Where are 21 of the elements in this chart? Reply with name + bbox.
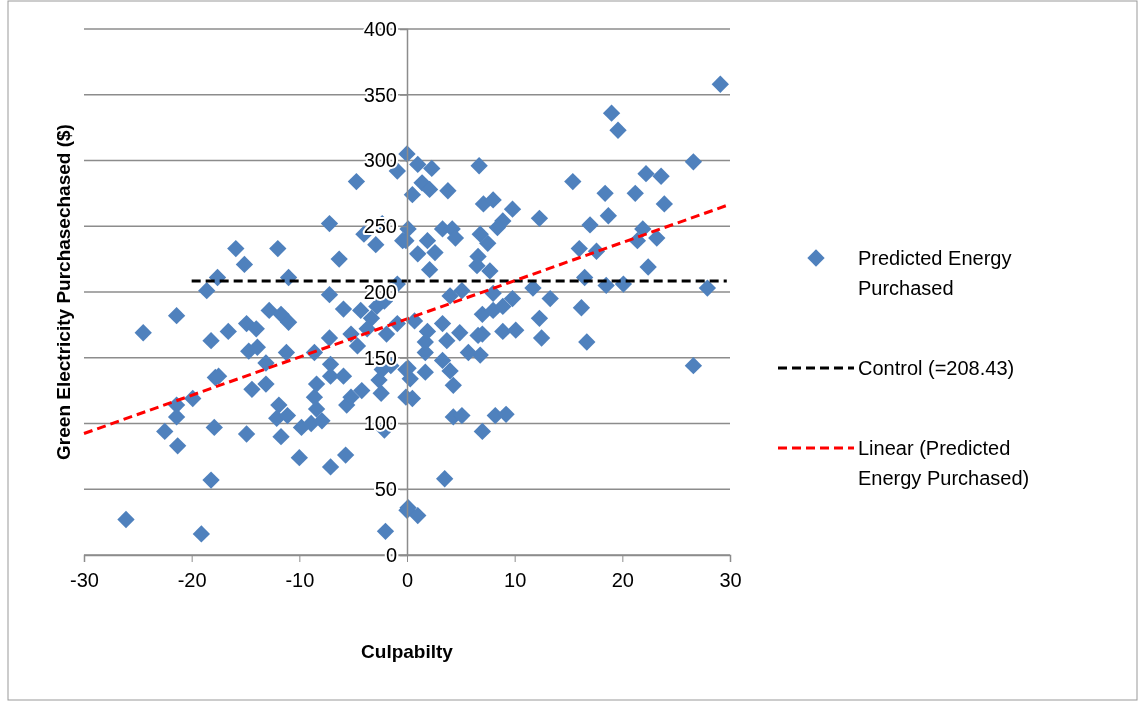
y-axis-title: Green Electricity Purchasechased ($) xyxy=(53,124,74,460)
legend-label: Control (=208.43) xyxy=(858,357,1015,379)
y-tick-label: 50 xyxy=(374,478,397,501)
x-tick-label: -30 xyxy=(70,569,99,591)
x-tick-label: 20 xyxy=(611,569,634,591)
x-axis-title: Culpabilty xyxy=(361,641,454,662)
y-tick-label: 350 xyxy=(363,83,397,106)
legend-label: Linear (Predicted Energy Purchased) xyxy=(858,437,1030,489)
x-tick-label: -10 xyxy=(285,569,315,591)
y-tick-label: 150 xyxy=(363,346,397,369)
y-tick-label: 0 xyxy=(385,543,397,566)
y-tick-label: 100 xyxy=(363,412,397,435)
y-tick-label: 250 xyxy=(363,215,397,238)
legend-label: Predicted Energy Purchased xyxy=(858,247,1012,299)
y-tick-label: 200 xyxy=(363,280,397,303)
x-tick-label: 30 xyxy=(719,569,742,591)
x-tick-label: 10 xyxy=(504,569,527,591)
y-tick-label: 400 xyxy=(363,17,397,40)
x-tick-label: -20 xyxy=(177,569,207,591)
x-tick-label: 0 xyxy=(401,569,414,591)
y-tick-label: 300 xyxy=(363,149,397,172)
